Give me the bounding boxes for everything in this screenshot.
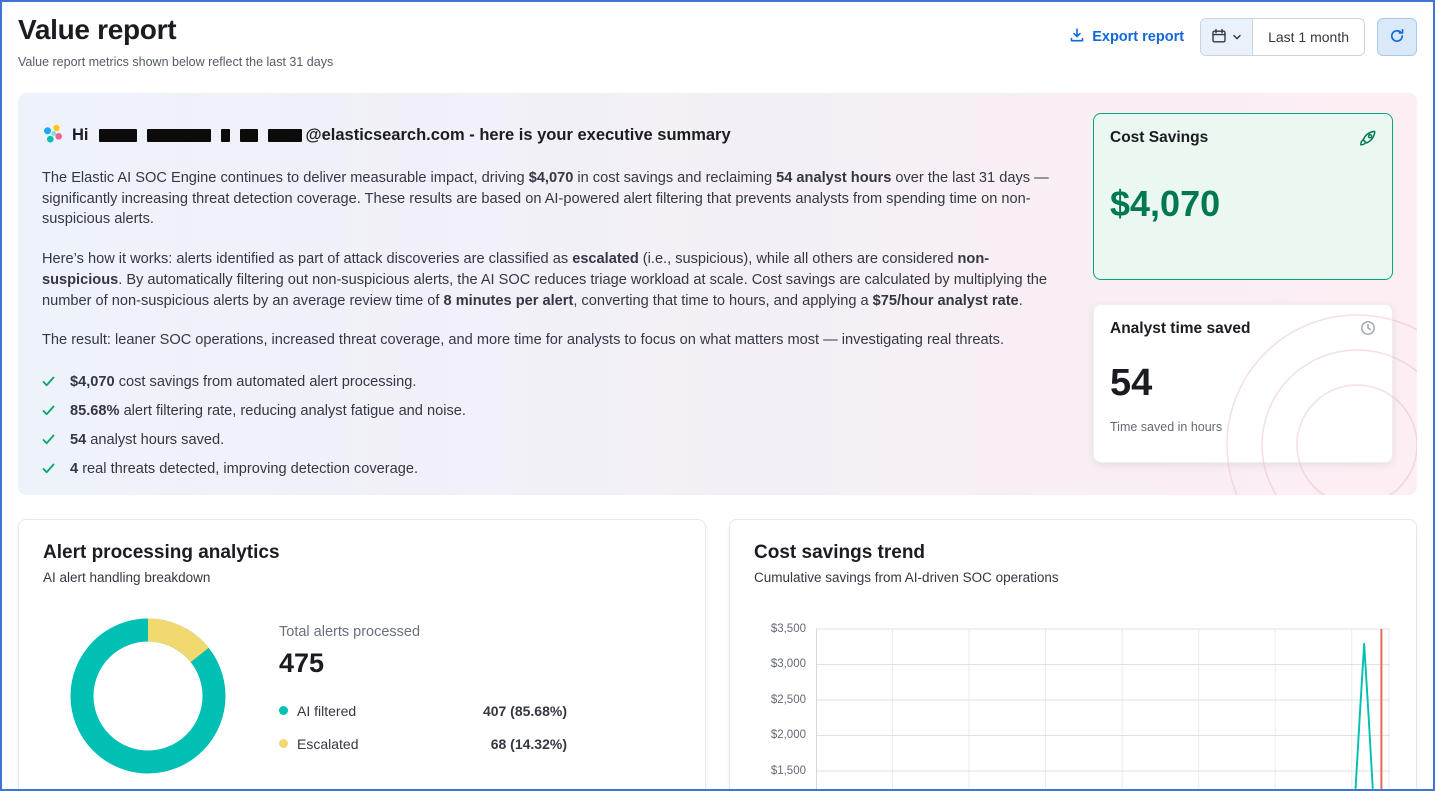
summary-checklist: $4,070 cost savings from automated alert… xyxy=(42,374,1063,477)
legend-label: AI filtered xyxy=(297,702,357,719)
legend-label: Escalated xyxy=(297,735,359,752)
total-alerts-value: 475 xyxy=(279,647,325,678)
refresh-icon xyxy=(1389,28,1405,47)
page-subtitle: Value report metrics shown below reflect… xyxy=(18,55,334,69)
y-axis-label: $1,500 xyxy=(770,765,806,777)
legend-item-ai-filtered[interactable]: AI filtered 407 (85.68%) xyxy=(279,703,567,719)
redacted-name xyxy=(220,129,230,142)
greeting-prefix: Hi xyxy=(72,126,89,144)
cost-savings-card: Cost Savings $4,070 xyxy=(1093,113,1393,280)
checklist-item: 54 analyst hours saved. xyxy=(42,432,1063,448)
summary-kpi-cards: Cost Savings $4,070 Analyst time saved 5… xyxy=(1093,113,1393,475)
refresh-button[interactable] xyxy=(1377,18,1417,56)
bottom-panels: Alert processing analytics AI alert hand… xyxy=(18,519,1417,791)
date-picker-button[interactable] xyxy=(1201,19,1254,55)
horizontal-gridlines xyxy=(816,628,1390,772)
checklist-text: 54 analyst hours saved. xyxy=(70,432,225,449)
export-report-button[interactable]: Export report xyxy=(1065,21,1188,53)
rocket-icon xyxy=(1358,129,1376,152)
redacted-name xyxy=(98,129,137,142)
analyst-time-value: 54 xyxy=(1110,362,1153,404)
y-axis-label: $3,500 xyxy=(770,623,806,635)
trend-chart[interactable] xyxy=(816,621,1390,791)
check-icon xyxy=(42,462,55,478)
analyst-time-title: Analyst time saved xyxy=(1110,320,1251,337)
calendar-icon xyxy=(1211,28,1227,47)
page-title: Value report xyxy=(18,14,177,45)
checklist-text: $4,070 cost savings from automated alert… xyxy=(70,374,417,391)
time-saved-caption: Time saved in hours xyxy=(1110,420,1223,434)
chevron-down-icon xyxy=(1232,30,1242,45)
analyst-time-card: Analyst time saved 54 Time saved in hour… xyxy=(1093,304,1393,463)
checklist-item: 85.68% alert filtering rate, reducing an… xyxy=(42,403,1063,419)
donut-stats: Total alerts processed 475 AI filtered 4… xyxy=(279,624,567,769)
date-range-group: Last 1 month xyxy=(1200,18,1365,56)
panel-title: Cost savings trend xyxy=(754,542,926,563)
redacted-name xyxy=(239,129,258,142)
greeting-heading: Hi @elasticsearch.com - here is your exe… xyxy=(42,123,1063,148)
redacted-name xyxy=(146,129,211,142)
check-icon xyxy=(42,433,55,449)
donut-segment-escalated xyxy=(70,618,226,774)
legend-dot xyxy=(279,739,288,748)
legend-value: 68 (14.32%) xyxy=(490,735,567,752)
summary-content: Hi @elasticsearch.com - here is your exe… xyxy=(42,113,1063,477)
page-header: Value report Value report metrics shown … xyxy=(2,2,1433,69)
redacted-name xyxy=(267,129,302,142)
summary-paragraph-2: Here’s how it works: alerts identified a… xyxy=(42,251,1048,309)
download-icon xyxy=(1069,27,1085,47)
y-axis-label: $2,500 xyxy=(770,694,806,706)
panel-title: Alert processing analytics xyxy=(43,542,280,563)
date-range-button[interactable]: Last 1 month xyxy=(1253,19,1364,55)
checklist-text: 4 real threats detected, improving detec… xyxy=(70,461,419,478)
summary-paragraph-3: The result: leaner SOC operations, incre… xyxy=(42,332,1005,349)
panel-subtitle: AI alert handling breakdown xyxy=(43,570,211,585)
checklist-item: $4,070 cost savings from automated alert… xyxy=(42,374,1063,390)
title-block: Value report Value report metrics shown … xyxy=(18,14,333,69)
vertical-gridlines xyxy=(892,629,1390,789)
alert-analytics-panel: Alert processing analytics AI alert hand… xyxy=(18,519,706,789)
y-axis-label: $3,000 xyxy=(770,658,806,670)
clock-icon xyxy=(1360,320,1376,341)
celebration-icon xyxy=(42,123,62,148)
export-report-label: Export report xyxy=(1092,29,1185,45)
greeting-suffix: @elasticsearch.com - here is your execut… xyxy=(305,126,731,144)
check-icon xyxy=(42,404,55,420)
cost-savings-title: Cost Savings xyxy=(1110,129,1209,146)
legend-value: 407 (85.68%) xyxy=(482,702,567,719)
checklist-item: 4 real threats detected, improving detec… xyxy=(42,461,1063,477)
summary-paragraph-1: The Elastic AI SOC Engine continues to d… xyxy=(42,170,1049,228)
trend-line xyxy=(1354,642,1374,789)
check-icon xyxy=(42,375,55,391)
checklist-text: 85.68% alert filtering rate, reducing an… xyxy=(70,403,466,420)
panel-subtitle: Cumulative savings from AI-driven SOC op… xyxy=(754,570,1059,585)
trend-plot-area: $3,500 $3,000 $2,500 $2,000 $1,500 xyxy=(754,621,1392,791)
total-alerts-label: Total alerts processed xyxy=(279,623,421,640)
header-controls: Export report Last 1 month xyxy=(1065,18,1417,56)
donut-chart[interactable] xyxy=(69,617,227,775)
executive-summary-panel: Hi @elasticsearch.com - here is your exe… xyxy=(18,93,1417,495)
legend-dot xyxy=(279,706,288,715)
legend-item-escalated[interactable]: Escalated 68 (14.32%) xyxy=(279,736,567,752)
cost-savings-value: $4,070 xyxy=(1110,183,1221,224)
y-axis-label: $2,000 xyxy=(770,729,806,741)
cost-trend-panel: Cost savings trend Cumulative savings fr… xyxy=(729,519,1417,791)
